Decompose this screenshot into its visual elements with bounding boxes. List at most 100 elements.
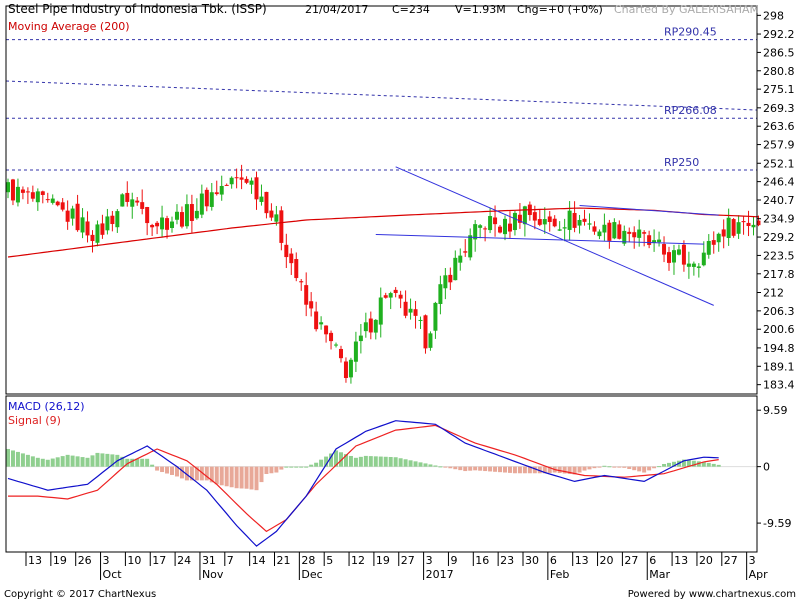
macd-histogram-bar [219,466,224,486]
macd-histogram-bar [60,456,65,467]
candle-down [55,201,60,206]
candle-up [488,216,493,231]
macd-histogram-bar [388,457,393,467]
macd-histogram-bar [120,456,125,467]
candle-down [264,191,269,214]
x-day-tick-label: 6 [649,554,656,567]
candle-up [597,231,602,237]
candle-down [607,222,612,241]
candle-up [657,239,662,243]
candle-up [562,227,567,229]
x-day-tick-label: 23 [500,554,514,567]
candle-up [676,249,681,255]
macd-histogram-bar [35,457,40,467]
price-y-tick-label: 229.2 [763,231,795,244]
macd-histogram-bar [343,454,348,467]
macd-histogram-bar [378,456,383,467]
candle-down [324,325,329,335]
macd-histogram-bar [542,466,547,474]
chart-change: Chg=+0 (+0%) [517,3,603,16]
candle-down [343,361,348,379]
copyright-text: Copyright © 2017 ChartNexus [4,589,156,600]
candle-down [299,281,304,283]
macd-histogram-bar [15,451,20,467]
candle-down [647,235,652,245]
candle-up [358,335,363,342]
x-day-tick-label: 10 [127,554,141,567]
macd-histogram-bar [398,458,403,467]
candle-up [174,211,179,220]
macd-histogram-bar [681,459,686,467]
candle-down [537,219,542,225]
candle-up [418,319,423,321]
macd-histogram-bar [512,466,517,474]
x-day-tick-label: 27 [624,554,638,567]
candle-up [353,341,358,362]
macd-histogram-bar [85,457,90,467]
candle-down [239,177,244,180]
macd-histogram-bar [527,466,532,474]
candle-up [428,333,433,348]
x-month-label: Mar [649,568,670,581]
macd-histogram-bar [671,461,676,467]
macd-histogram-bar [244,466,249,489]
macd-histogram-bar [691,460,696,467]
candle-down [552,218,557,227]
candle-down [110,215,115,225]
chart-title: Steel Pipe Industry of Indonesia Tbk. (I… [8,2,267,16]
macd-histogram-bar [383,456,388,467]
candle-up [120,194,125,207]
macd-histogram-bar [503,466,507,473]
macd-histogram-bar [657,466,662,468]
macd-histogram-bar [642,466,647,473]
macd-histogram-bar [209,466,214,483]
candle-down [592,226,597,232]
candle-down [289,253,294,264]
macd-histogram-bar [403,459,408,467]
candle-down [423,315,428,349]
macd-histogram-bar [150,464,155,467]
macd-histogram-bar [597,466,602,468]
candle-down [234,177,239,179]
macd-histogram-bar [567,466,572,474]
candle-down [721,229,726,237]
macd-histogram-bar [587,466,592,470]
candle-down [85,221,90,236]
macd-histogram-bar [184,466,189,481]
macd-histogram-bar [706,462,711,467]
candle-down [572,212,577,228]
candle-down [627,231,632,234]
x-day-tick-label: 27 [401,554,415,567]
candle-down [662,244,667,255]
macd-histogram-bar [110,454,115,467]
candle-down [582,218,587,222]
macd-histogram-bar [522,466,527,474]
price-level-label: RP290.45 [664,26,717,39]
macd-histogram-bar [75,456,80,467]
price-y-tick-label: 252.1 [763,157,795,170]
candle-down [309,301,314,309]
candle-down [204,189,209,207]
candle-down [463,251,468,253]
macd-histogram-bar [517,466,522,474]
x-day-tick-label: 13 [28,554,42,567]
macd-histogram-bar [179,466,184,479]
macd-histogram-bar [6,448,10,467]
macd-y-tick-label: 0 [763,461,770,474]
candle-down [145,206,150,224]
candle-up [522,206,527,225]
macd-histogram-bar [358,456,363,467]
macd-histogram-bar [170,466,175,475]
candle-down [20,189,25,193]
macd-histogram-bar [612,466,617,468]
price-level-label: RP266.08 [664,104,717,117]
chart-branding: Charted By GALERISAHAM [614,3,759,16]
candle-down [314,311,319,330]
macd-y-tick-label: -9.59 [763,517,791,530]
price-y-tick-label: 206.3 [763,305,795,318]
chart-close: C=234 [392,3,430,16]
macd-histogram-bar [592,466,597,469]
macd-histogram-bar [259,466,264,483]
candle-up [373,319,378,333]
